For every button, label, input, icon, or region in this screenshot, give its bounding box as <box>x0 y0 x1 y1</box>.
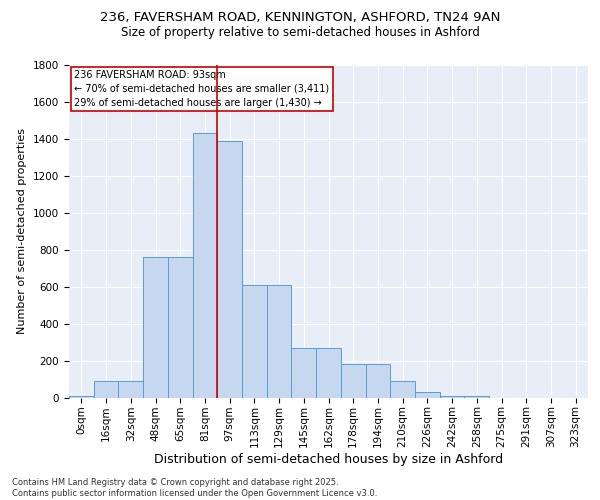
Bar <box>242 285 267 398</box>
Bar <box>464 396 489 398</box>
Bar <box>94 381 118 398</box>
Bar <box>69 396 94 398</box>
Bar <box>415 392 440 398</box>
Text: 236 FAVERSHAM ROAD: 93sqm
← 70% of semi-detached houses are smaller (3,411)
29% : 236 FAVERSHAM ROAD: 93sqm ← 70% of semi-… <box>74 70 329 108</box>
Bar <box>292 348 316 398</box>
Text: Size of property relative to semi-detached houses in Ashford: Size of property relative to semi-detach… <box>121 26 479 39</box>
Bar <box>217 140 242 398</box>
Bar <box>341 364 365 398</box>
Bar <box>390 381 415 398</box>
Bar <box>193 134 217 398</box>
Bar <box>316 348 341 398</box>
Bar <box>440 396 464 398</box>
Bar <box>168 257 193 398</box>
Bar <box>365 364 390 398</box>
X-axis label: Distribution of semi-detached houses by size in Ashford: Distribution of semi-detached houses by … <box>154 453 503 466</box>
Bar <box>267 285 292 398</box>
Text: Contains HM Land Registry data © Crown copyright and database right 2025.
Contai: Contains HM Land Registry data © Crown c… <box>12 478 377 498</box>
Bar <box>118 381 143 398</box>
Text: 236, FAVERSHAM ROAD, KENNINGTON, ASHFORD, TN24 9AN: 236, FAVERSHAM ROAD, KENNINGTON, ASHFORD… <box>100 11 500 24</box>
Y-axis label: Number of semi-detached properties: Number of semi-detached properties <box>17 128 28 334</box>
Bar <box>143 257 168 398</box>
